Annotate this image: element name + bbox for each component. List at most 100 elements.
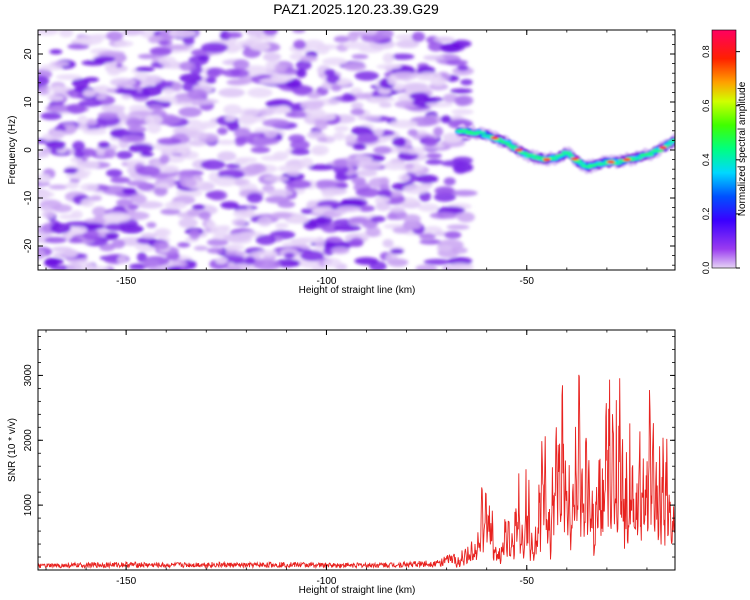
noise-blob	[192, 204, 205, 210]
noise-blob	[77, 124, 89, 131]
noise-blob	[386, 213, 398, 220]
noise-blob	[217, 127, 228, 135]
colorbar-label: Normalized spectral amplitude	[737, 81, 748, 216]
noise-blob	[177, 242, 191, 248]
noise-blob	[441, 160, 468, 167]
noise-blob	[147, 122, 162, 134]
noise-blob	[403, 184, 429, 195]
noise-blob	[262, 52, 282, 62]
noise-blob	[423, 258, 452, 265]
x-tick-label: -150	[116, 576, 136, 587]
noise-blob	[198, 55, 210, 61]
trace-cell	[647, 154, 655, 156]
noise-blob	[397, 174, 411, 182]
noise-blob	[116, 150, 133, 160]
noise-blob	[60, 123, 78, 135]
noise-blob	[225, 265, 242, 270]
x-tick-label: -100	[316, 276, 336, 287]
noise-blob	[343, 41, 370, 50]
noise-blob	[373, 146, 392, 155]
noise-blob	[275, 222, 289, 229]
noise-blob	[295, 111, 307, 118]
noise-blob	[307, 164, 335, 171]
noise-blob	[152, 240, 170, 250]
noise-blob	[146, 222, 157, 229]
noise-blob	[392, 136, 407, 147]
noise-blob	[425, 159, 444, 165]
noise-blob	[178, 106, 202, 118]
noise-blob	[349, 237, 364, 247]
bottom-y-axis: 1000 2000 3000	[23, 336, 675, 558]
noise-blob	[234, 127, 251, 139]
trace-cell	[487, 135, 495, 137]
noise-blob	[374, 30, 394, 40]
noise-blob	[220, 201, 239, 210]
trace-cell	[567, 154, 575, 157]
noise-blob	[437, 245, 453, 251]
noise-blob	[168, 30, 197, 38]
noise-blob	[225, 163, 241, 169]
noise-blob	[38, 190, 55, 199]
trace-cell	[521, 151, 529, 154]
noise-blob	[376, 64, 402, 70]
trace-peak	[490, 136, 499, 140]
trace-cell	[635, 158, 643, 160]
noise-blob	[71, 78, 90, 89]
noise-blob	[117, 255, 128, 264]
noise-blob	[38, 30, 59, 36]
noise-blob	[116, 198, 133, 207]
noise-blob	[125, 117, 143, 129]
noise-blob	[119, 224, 144, 234]
trace-cell	[463, 131, 471, 134]
noise-blob	[262, 118, 290, 128]
y-tick-label: 1000	[23, 494, 34, 517]
noise-blob	[383, 160, 406, 171]
y-tick-label: 2000	[23, 429, 34, 452]
noise-blob	[454, 95, 470, 107]
noise-blob	[415, 264, 438, 270]
noise-blob	[206, 67, 221, 79]
noise-blob	[307, 92, 321, 99]
noise-blob	[179, 61, 196, 71]
colorbar-tick-label: 0.4	[701, 154, 711, 167]
colorbar-tick-label: 0.6	[701, 99, 711, 112]
trace-cell	[671, 138, 675, 141]
noise-blob	[295, 59, 312, 71]
noise-blob	[370, 215, 386, 223]
noise-blob	[251, 137, 280, 146]
noise-blob	[259, 107, 275, 117]
trace-cell	[551, 158, 559, 160]
noise-blob	[391, 83, 406, 92]
noise-blob	[411, 31, 426, 42]
noise-blob	[375, 202, 391, 211]
noise-blob	[44, 236, 67, 244]
snr-plot: -150 -100 -50 1000 2000 3000 Height of strai…	[7, 329, 676, 596]
noise-blob	[334, 173, 349, 182]
noise-blob	[290, 148, 311, 156]
noise-blob	[342, 93, 355, 101]
noise-blob	[423, 54, 445, 61]
noise-blob	[186, 131, 208, 140]
noise-blob	[244, 256, 256, 265]
noise-blob	[415, 174, 439, 184]
noise-blob	[264, 130, 278, 138]
noise-blob	[166, 266, 182, 270]
noise-blob	[314, 119, 328, 131]
noise-blob	[158, 56, 177, 66]
noise-blob	[194, 98, 219, 105]
trace-cell	[525, 155, 533, 158]
noise-blob	[325, 74, 340, 84]
noise-blob	[186, 209, 200, 217]
noise-blob	[111, 239, 126, 249]
noise-blob	[233, 209, 256, 219]
colorbar-ticks: 0.0 0.2 0.4 0.6 0.8	[701, 45, 740, 274]
noise-blob	[110, 176, 131, 184]
trace-cell	[617, 159, 625, 161]
noise-blob	[315, 179, 341, 188]
noise-blob	[300, 250, 325, 262]
noise-blob	[224, 115, 236, 122]
noise-blob	[140, 151, 154, 157]
noise-blob	[140, 232, 158, 239]
noise-blob	[365, 226, 381, 237]
